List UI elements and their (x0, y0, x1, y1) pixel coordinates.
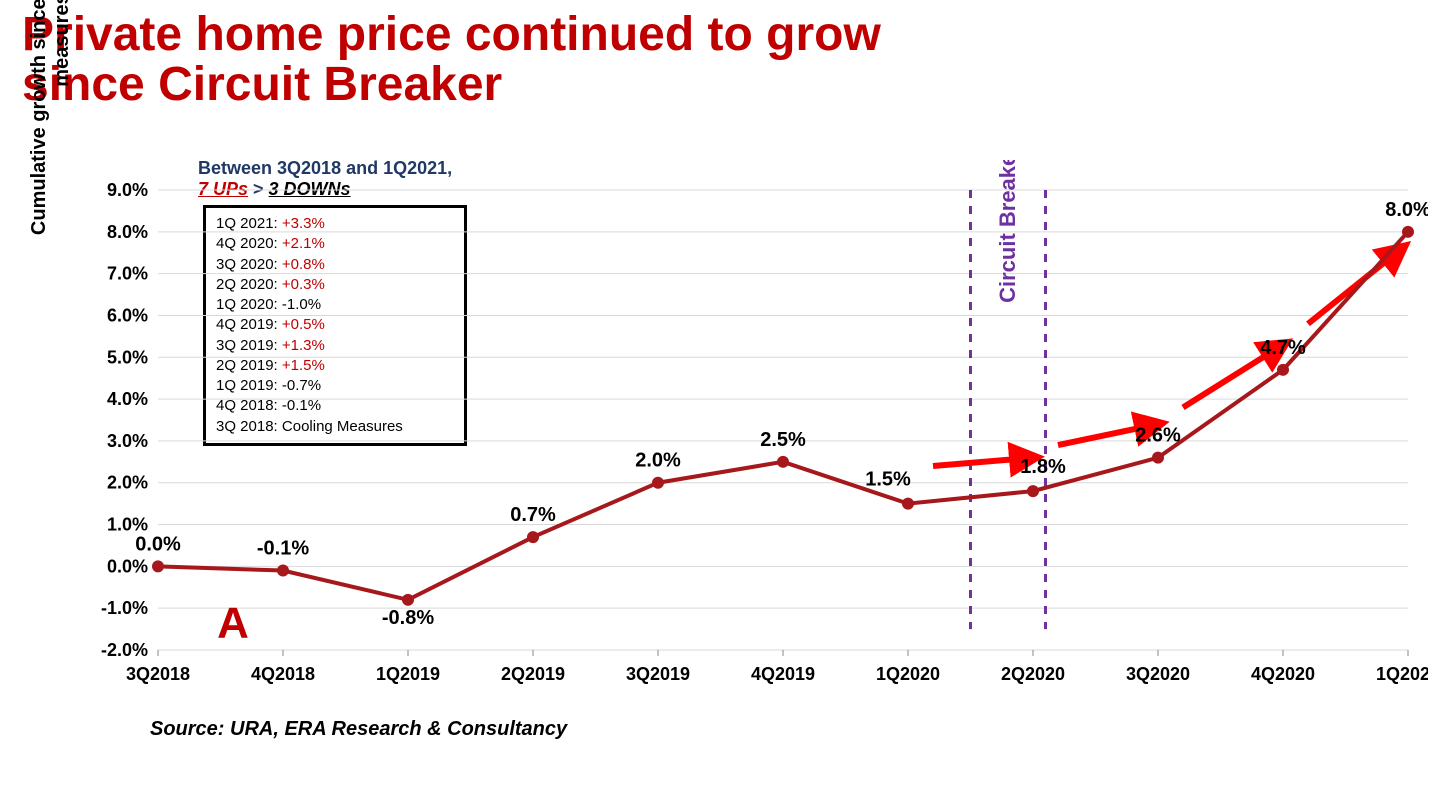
chart-area: Between 3Q2018 and 1Q2021, 7 UPs > 3 DOW… (78, 160, 1428, 720)
svg-text:2Q2020: 2Q2020 (1001, 664, 1065, 684)
source-text: Source: URA, ERA Research & Consultancy (150, 718, 567, 741)
svg-text:4Q2019: 4Q2019 (751, 664, 815, 684)
svg-text:5.0%: 5.0% (107, 347, 148, 367)
svg-text:2.0%: 2.0% (107, 473, 148, 493)
svg-text:A: A (217, 598, 249, 647)
svg-text:1Q2021: 1Q2021 (1376, 664, 1428, 684)
line-chart: -2.0%-1.0%0.0%1.0%2.0%3.0%4.0%5.0%6.0%7.… (78, 160, 1428, 720)
svg-text:1.0%: 1.0% (107, 515, 148, 535)
svg-text:-1.0%: -1.0% (101, 598, 148, 618)
svg-text:-0.8%: -0.8% (382, 607, 434, 629)
svg-text:8.0%: 8.0% (1385, 199, 1428, 221)
svg-text:4.7%: 4.7% (1260, 337, 1306, 359)
svg-text:1Q2020: 1Q2020 (876, 664, 940, 684)
svg-text:1.8%: 1.8% (1020, 456, 1066, 478)
svg-text:-0.1%: -0.1% (257, 538, 309, 560)
svg-text:3.0%: 3.0% (107, 431, 148, 451)
svg-text:4Q2018: 4Q2018 (251, 664, 315, 684)
svg-text:2.0%: 2.0% (635, 450, 681, 472)
svg-text:2Q2019: 2Q2019 (501, 664, 565, 684)
svg-text:0.7%: 0.7% (510, 504, 556, 526)
page-title: Private home price continued to grow sin… (0, 0, 1453, 111)
svg-text:-2.0%: -2.0% (101, 640, 148, 660)
svg-text:9.0%: 9.0% (107, 180, 148, 200)
svg-text:2.5%: 2.5% (760, 429, 806, 451)
svg-text:3Q2020: 3Q2020 (1126, 664, 1190, 684)
svg-text:7.0%: 7.0% (107, 264, 148, 284)
svg-text:3Q2018: 3Q2018 (126, 664, 190, 684)
svg-text:6.0%: 6.0% (107, 305, 148, 325)
slide: Private home price continued to grow sin… (0, 0, 1453, 797)
title-line-2: since Circuit Breaker (22, 58, 502, 111)
svg-text:3Q2019: 3Q2019 (626, 664, 690, 684)
svg-text:8.0%: 8.0% (107, 222, 148, 242)
svg-text:4Q2020: 4Q2020 (1251, 664, 1315, 684)
svg-text:1Q2019: 1Q2019 (376, 664, 440, 684)
svg-text:4.0%: 4.0% (107, 389, 148, 409)
svg-text:2.6%: 2.6% (1135, 425, 1181, 447)
svg-text:0.0%: 0.0% (135, 533, 181, 555)
title-line-1: Private home price continued to grow (22, 8, 881, 61)
svg-text:0.0%: 0.0% (107, 556, 148, 576)
svg-text:1.5%: 1.5% (865, 469, 911, 491)
svg-text:Circuit Breaker: Circuit Breaker (995, 160, 1020, 303)
y-axis-label: Cumulative growth since 3Q2018 cooling m… (28, 0, 74, 240)
